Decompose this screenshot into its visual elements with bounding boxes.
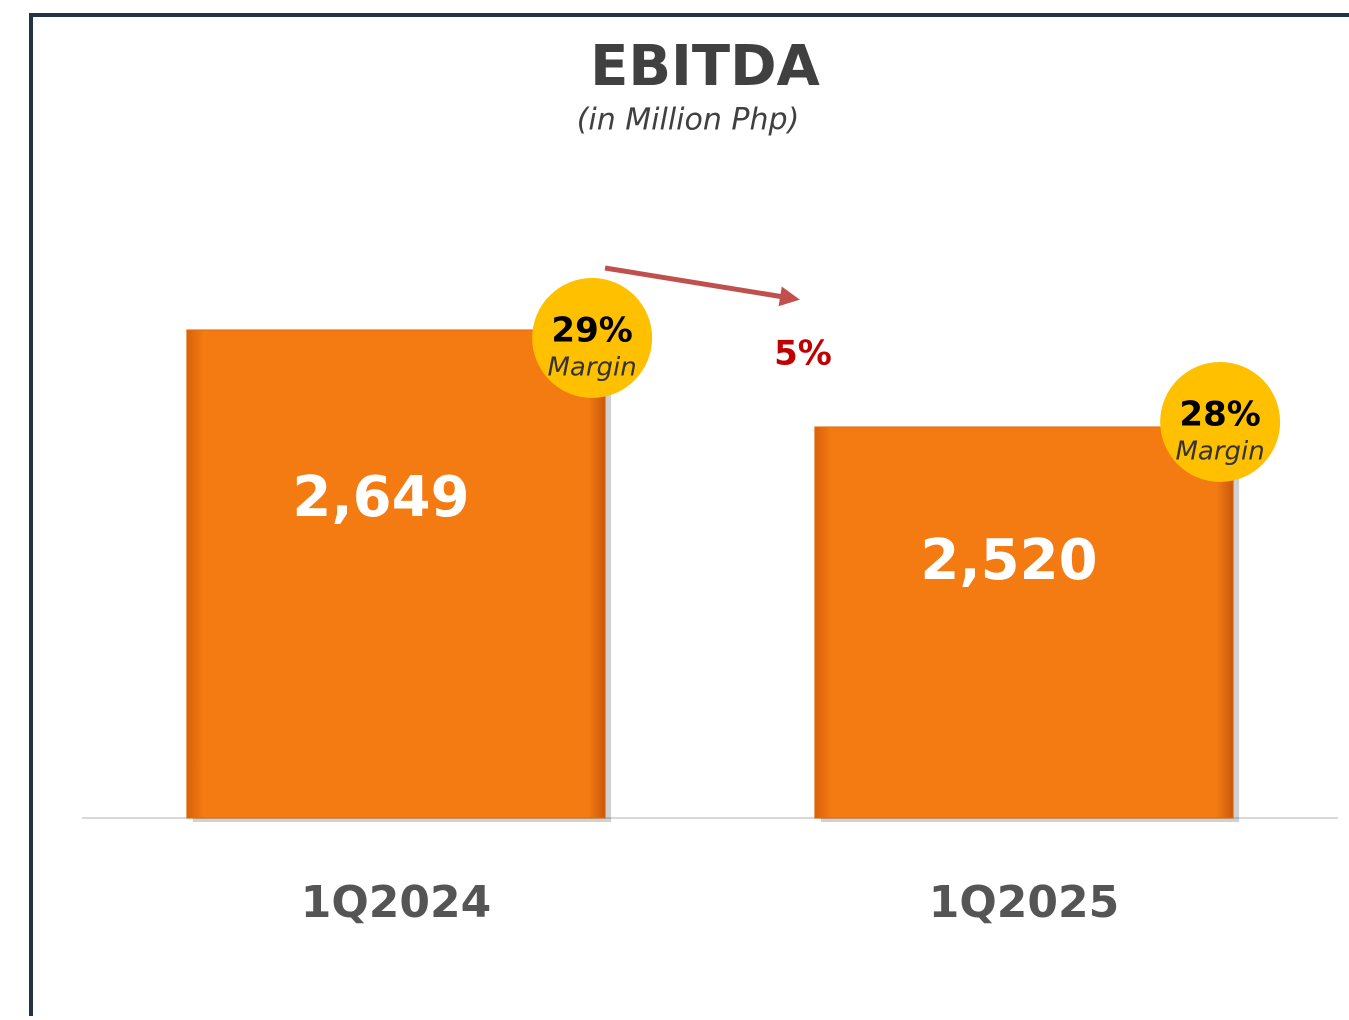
change-label: 5%	[774, 334, 832, 374]
margin-badge	[532, 277, 653, 398]
margin-caption: Margin	[547, 352, 636, 382]
value-label: 2,649	[292, 465, 469, 530]
x-tick-label: 1Q2025	[929, 877, 1119, 928]
change-arrow	[604, 265, 800, 307]
bar	[186, 329, 606, 819]
margin-badge	[1160, 361, 1281, 482]
chart-title: EBITDA	[590, 34, 820, 99]
margin-caption: Margin	[1175, 436, 1264, 466]
value-label: 2,520	[920, 528, 1097, 593]
margin-label: 29%	[551, 310, 632, 350]
chart-subtitle: (in Million Php)	[577, 103, 800, 138]
margin-label: 28%	[1179, 394, 1260, 434]
bar	[814, 426, 1234, 819]
x-tick-label: 1Q2024	[301, 877, 491, 928]
